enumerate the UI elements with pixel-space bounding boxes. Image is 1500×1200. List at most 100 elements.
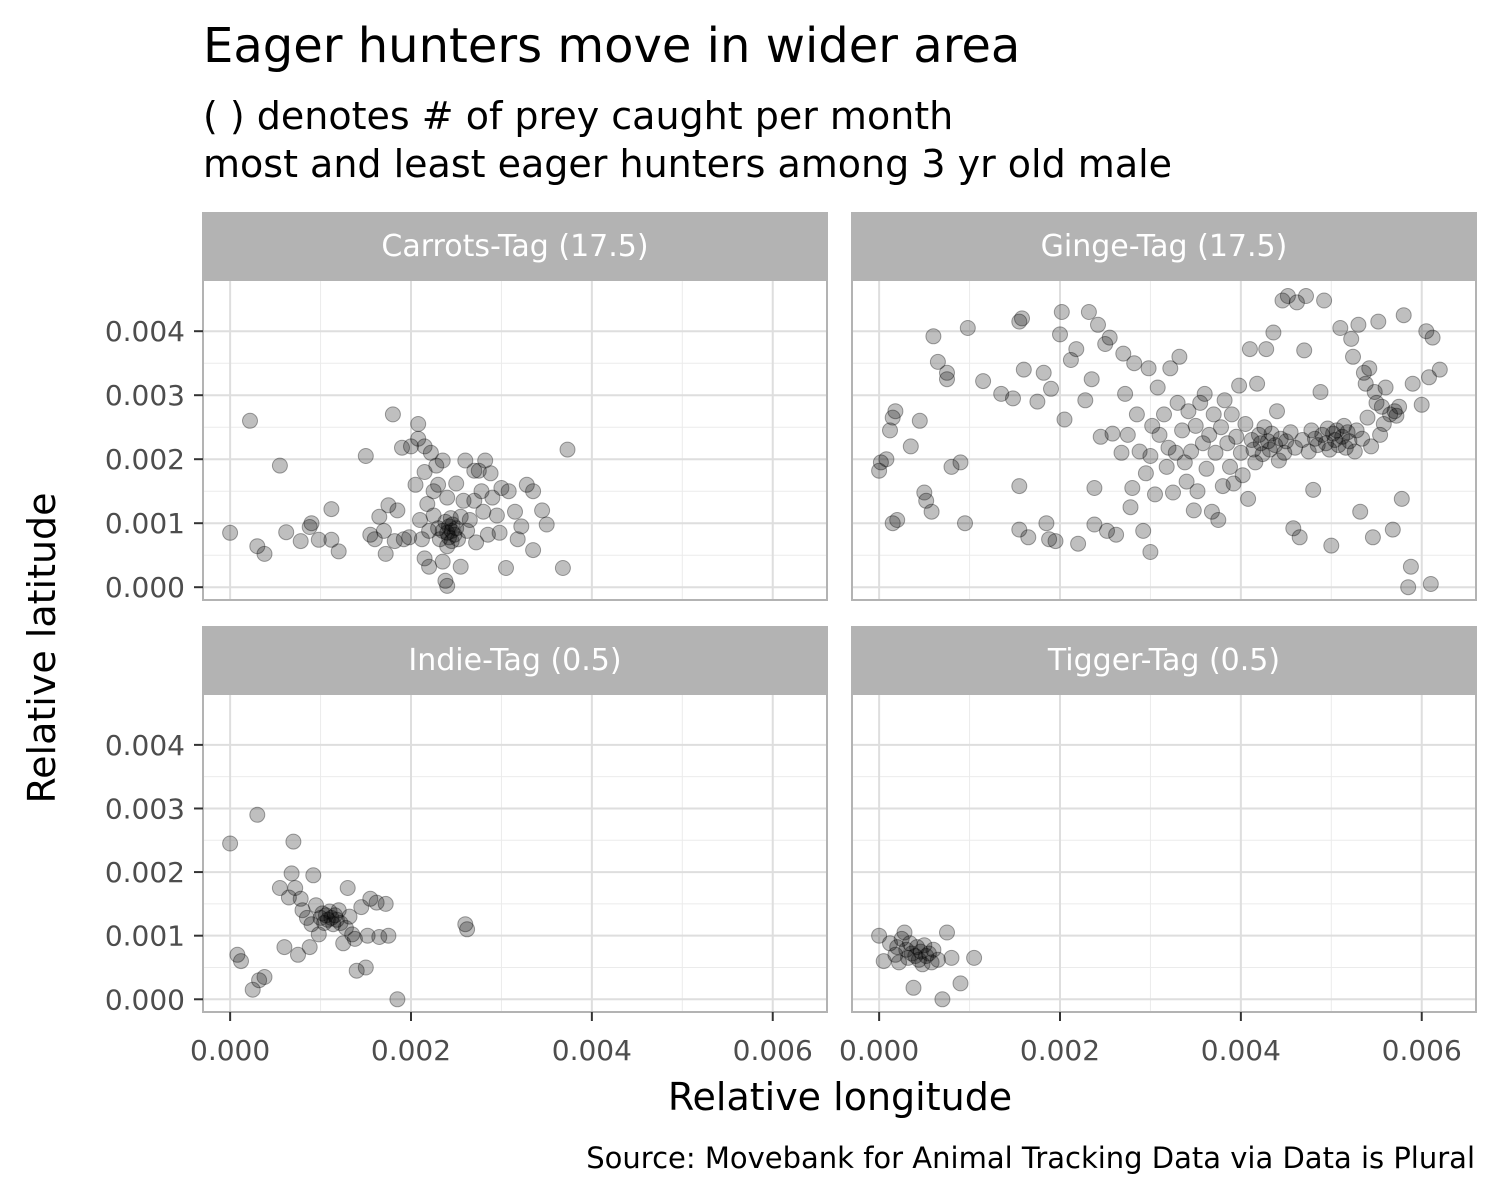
- y-tick-label: 0.002: [105, 856, 185, 889]
- data-point: [896, 924, 913, 941]
- facet-panels: Carrots-Tag (17.5) Ginge-Tag (17.5) Indie-…: [202, 212, 1477, 1013]
- data-point: [285, 833, 302, 850]
- data-point: [1151, 426, 1168, 443]
- data-point: [1240, 490, 1257, 507]
- data-point: [1258, 341, 1275, 358]
- data-point: [875, 953, 892, 970]
- y-tick-label: 0.001: [105, 507, 185, 540]
- data-point: [439, 489, 456, 506]
- data-point: [1377, 379, 1394, 396]
- data-point: [1341, 433, 1358, 450]
- data-point: [1035, 364, 1052, 381]
- data-point: [1189, 483, 1206, 500]
- chart-caption: Source: Movebank for Animal Tracking Dat…: [586, 1141, 1475, 1175]
- data-point: [1038, 515, 1055, 532]
- data-point: [287, 880, 304, 896]
- data-point: [339, 880, 356, 896]
- data-point: [1222, 458, 1238, 475]
- data-point: [401, 529, 418, 546]
- data-point: [473, 483, 490, 500]
- data-point: [910, 951, 927, 968]
- data-point: [461, 512, 478, 528]
- data-point: [1328, 422, 1345, 439]
- data-point: [357, 959, 374, 976]
- data-point: [344, 926, 361, 943]
- data-point: [377, 895, 394, 912]
- data-point: [1352, 503, 1369, 520]
- data-point: [1131, 443, 1148, 460]
- data-point: [1303, 422, 1320, 439]
- data-point: [1316, 292, 1333, 309]
- data-point: [1122, 499, 1139, 516]
- data-point: [316, 915, 333, 931]
- data-point: [479, 526, 496, 543]
- data-point: [299, 909, 315, 926]
- data-point: [1043, 380, 1059, 397]
- data-point: [468, 534, 485, 551]
- data-point: [394, 439, 410, 456]
- data-point: [1080, 304, 1097, 320]
- data-point: [939, 364, 955, 381]
- data-point: [1368, 394, 1385, 411]
- data-point: [276, 939, 293, 956]
- data-point: [1086, 516, 1103, 533]
- data-point: [900, 949, 917, 966]
- data-point: [1274, 292, 1291, 309]
- x-tick-label: 0.000: [839, 1034, 919, 1067]
- facet-panel-tigger-tag-0-5: Tigger-Tag (0.5): [851, 626, 1477, 1013]
- data-point: [1070, 535, 1087, 552]
- data-point: [305, 867, 322, 884]
- data-point: [914, 956, 931, 973]
- data-point: [1252, 435, 1269, 452]
- data-point: [1099, 522, 1115, 539]
- data-point: [1169, 394, 1186, 411]
- data-point: [1053, 304, 1070, 320]
- data-point: [459, 522, 476, 539]
- data-point: [484, 489, 501, 506]
- data-point: [1234, 467, 1251, 484]
- data-point: [348, 962, 365, 979]
- y-axis: 0.000 0.001 0.002 0.003 0.004 0.000 0.001 0.002…: [105, 315, 203, 1016]
- data-point: [325, 916, 342, 933]
- data-point: [975, 373, 992, 390]
- data-point: [1339, 424, 1356, 441]
- data-point: [1354, 430, 1371, 447]
- data-point: [1147, 486, 1163, 503]
- data-point: [1314, 426, 1331, 443]
- data-point: [1213, 419, 1229, 436]
- data-point: [1418, 323, 1435, 340]
- data-point: [389, 991, 406, 1008]
- data-point: [1237, 416, 1254, 432]
- data-point: [1245, 441, 1262, 458]
- data-point: [903, 945, 920, 962]
- data-point: [482, 465, 499, 482]
- data-point: [434, 553, 451, 570]
- data-point: [1372, 426, 1389, 443]
- data-point: [1243, 432, 1260, 448]
- data-point: [1319, 420, 1336, 437]
- data-point: [1261, 441, 1278, 458]
- data-point: [413, 531, 430, 548]
- data-point: [1162, 360, 1179, 377]
- data-point: [1402, 558, 1419, 575]
- data-point: [386, 533, 403, 550]
- data-point: [1348, 422, 1365, 439]
- facet-strip-label: Indie-Tag (0.5): [408, 643, 621, 678]
- data-point: [1011, 478, 1028, 495]
- data-point: [1207, 444, 1224, 461]
- data-point: [891, 954, 907, 971]
- data-point: [442, 510, 459, 527]
- x-axis: 0.000 0.002 0.004 0.006 0.000 0.002 0.004 0.006: [190, 1012, 1462, 1067]
- x-tick-label: 0.004: [552, 1034, 632, 1067]
- data-point: [327, 907, 343, 924]
- data-point: [310, 531, 327, 548]
- data-point: [1421, 369, 1437, 386]
- data-point: [1254, 446, 1271, 463]
- data-point: [952, 454, 969, 471]
- data-point: [1219, 435, 1236, 452]
- data-point: [1086, 480, 1103, 496]
- data-point: [353, 899, 370, 916]
- data-point: [1232, 444, 1249, 461]
- data-point: [357, 448, 374, 464]
- data-point: [251, 972, 268, 989]
